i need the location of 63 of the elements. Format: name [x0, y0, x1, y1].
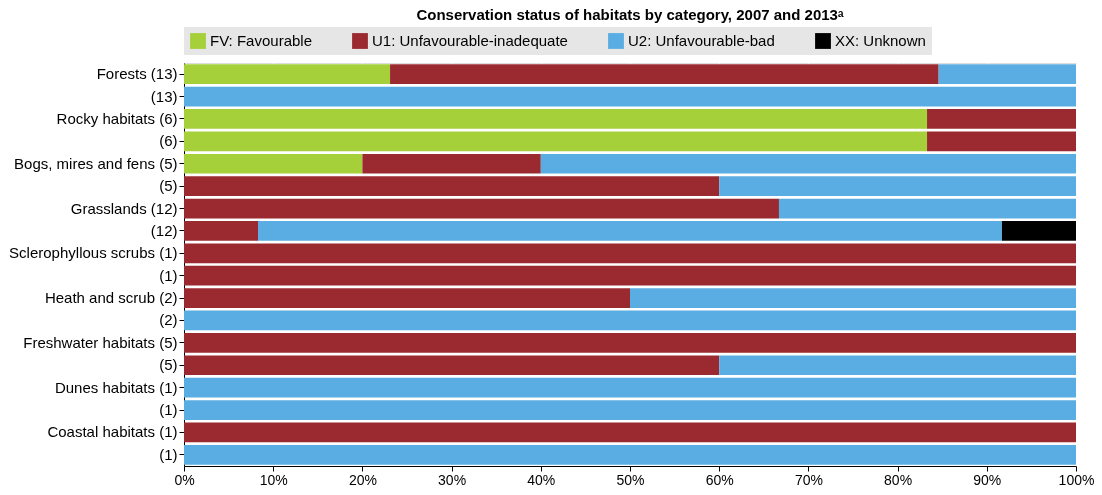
- bar: [938, 64, 1076, 85]
- x-tick-label: 10%: [259, 471, 288, 488]
- bar: [184, 355, 720, 376]
- bar: [184, 265, 1076, 286]
- bar: [719, 176, 1076, 196]
- y-tick-label: (5): [159, 177, 178, 195]
- y-tick-label: Sclerophyllous scrubs (1): [9, 244, 178, 262]
- bar: [362, 153, 541, 174]
- x-tick-label: 30%: [438, 471, 467, 488]
- y-tick-label: (2): [159, 311, 178, 329]
- bar: [184, 377, 1076, 398]
- legend-label: U2: Unfavourable-bad: [628, 32, 775, 49]
- bar: [184, 221, 259, 241]
- bar: [390, 64, 939, 85]
- bar: [184, 131, 928, 152]
- y-tick-label: (5): [159, 356, 178, 374]
- bar: [184, 153, 363, 174]
- bar: [184, 422, 1076, 443]
- bar: [184, 333, 1076, 353]
- x-tick-label: 0%: [174, 471, 195, 488]
- x-tick-label: 90%: [973, 471, 1002, 488]
- x-tick-label: 50%: [616, 471, 645, 488]
- bar: [184, 176, 720, 196]
- y-tick-label: Bogs, mires and fens (5): [14, 154, 178, 172]
- bar: [184, 109, 928, 129]
- y-tick-label: Forests (13): [96, 65, 178, 83]
- y-tick-label: Freshwater habitats (5): [23, 333, 178, 351]
- bar: [719, 355, 1076, 376]
- bar: [184, 64, 391, 85]
- y-tick-label: (13): [150, 87, 178, 105]
- bar: [184, 243, 1076, 264]
- bar: [258, 221, 1002, 241]
- x-tick-label: 100%: [1058, 471, 1095, 488]
- y-tick-label: Rocky habitats (6): [56, 109, 178, 127]
- x-tick-label: 20%: [348, 471, 377, 488]
- bar: [927, 109, 1076, 129]
- bar: [630, 288, 1076, 308]
- bar: [927, 131, 1076, 152]
- bar: [778, 198, 1076, 219]
- y-tick-label: (6): [159, 132, 178, 150]
- y-tick-label: Dunes habitats (1): [54, 378, 178, 396]
- bar: [184, 400, 1076, 420]
- chart-title: Conservation status of habitats by category, 2007 and 2013ᵃ: [416, 6, 844, 23]
- x-tick-label: 60%: [705, 471, 734, 488]
- x-tick-label: 80%: [884, 471, 913, 488]
- y-tick-label: Heath and scrub (2): [44, 289, 178, 307]
- bar: [184, 310, 1076, 331]
- y-tick-label: (12): [150, 221, 178, 239]
- y-tick-label: (1): [159, 445, 178, 463]
- bar: [1001, 221, 1076, 241]
- legend-label: U1: Unfavourable-inadequate: [372, 32, 568, 49]
- y-tick-label: (1): [159, 401, 178, 419]
- y-tick-label: Coastal habitats (1): [47, 423, 178, 441]
- bar: [184, 86, 1076, 107]
- y-tick-label: Grasslands (12): [70, 199, 178, 217]
- legend-label: XX: Unknown: [835, 32, 926, 49]
- legend-label: FV: Favourable: [210, 32, 312, 49]
- x-tick-label: 40%: [527, 471, 556, 488]
- y-tick-label: (1): [159, 266, 178, 284]
- bar: [184, 288, 630, 308]
- bar: [184, 198, 779, 219]
- x-tick-label: 70%: [794, 471, 823, 488]
- bar: [540, 153, 1076, 174]
